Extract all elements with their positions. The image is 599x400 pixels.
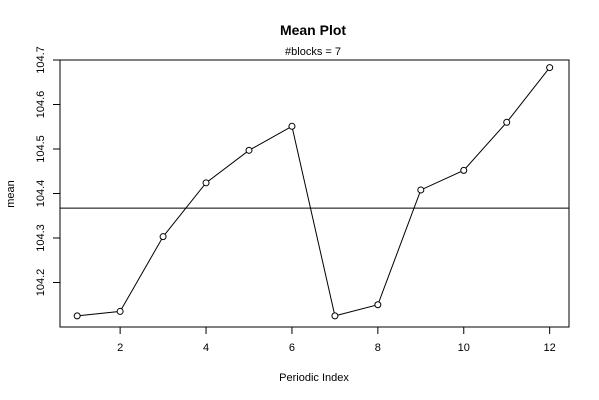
chart-subtitle: #blocks = 7 [285, 46, 341, 58]
y-tick-label: 104.7 [35, 46, 47, 74]
y-tick-label: 104.4 [35, 180, 47, 208]
series-layer [73, 64, 554, 320]
mean-point-1 [73, 312, 81, 320]
x-tick-label: 2 [117, 342, 123, 354]
mean-point-2 [116, 307, 124, 315]
mean-point-7 [331, 312, 339, 320]
x-tick-label: 12 [544, 342, 556, 354]
mean-point-6 [288, 122, 296, 130]
x-tick-label: 4 [203, 342, 209, 354]
plot-area [59, 59, 570, 328]
y-tick-label: 104.5 [35, 135, 47, 163]
x-axis: 2 4 6 8 10 12 [117, 327, 556, 354]
mean-series-line [77, 67, 551, 317]
mean-point-12 [546, 64, 554, 72]
x-tick-label: 6 [289, 342, 295, 354]
mean-point-11 [503, 118, 511, 126]
y-tick-label: 104.6 [35, 91, 47, 119]
y-tick-label: 104.3 [35, 224, 47, 252]
x-axis-label: Periodic Index [279, 372, 349, 384]
mean-point-5 [245, 146, 253, 154]
mean-point-10 [460, 166, 468, 174]
x-tick-label: 8 [375, 342, 381, 354]
x-tick-label: 10 [458, 342, 470, 354]
y-axis: 104.2 104.3 104.4 104.5 104.6 104.7 [35, 46, 60, 296]
mean-point-9 [417, 186, 425, 194]
chart-title: Mean Plot [280, 22, 346, 38]
mean-point-3 [159, 233, 167, 241]
mean-point-4 [202, 179, 210, 187]
y-axis-label: mean [5, 180, 17, 208]
mean-point-8 [374, 301, 382, 309]
y-tick-label: 104.2 [35, 269, 47, 297]
